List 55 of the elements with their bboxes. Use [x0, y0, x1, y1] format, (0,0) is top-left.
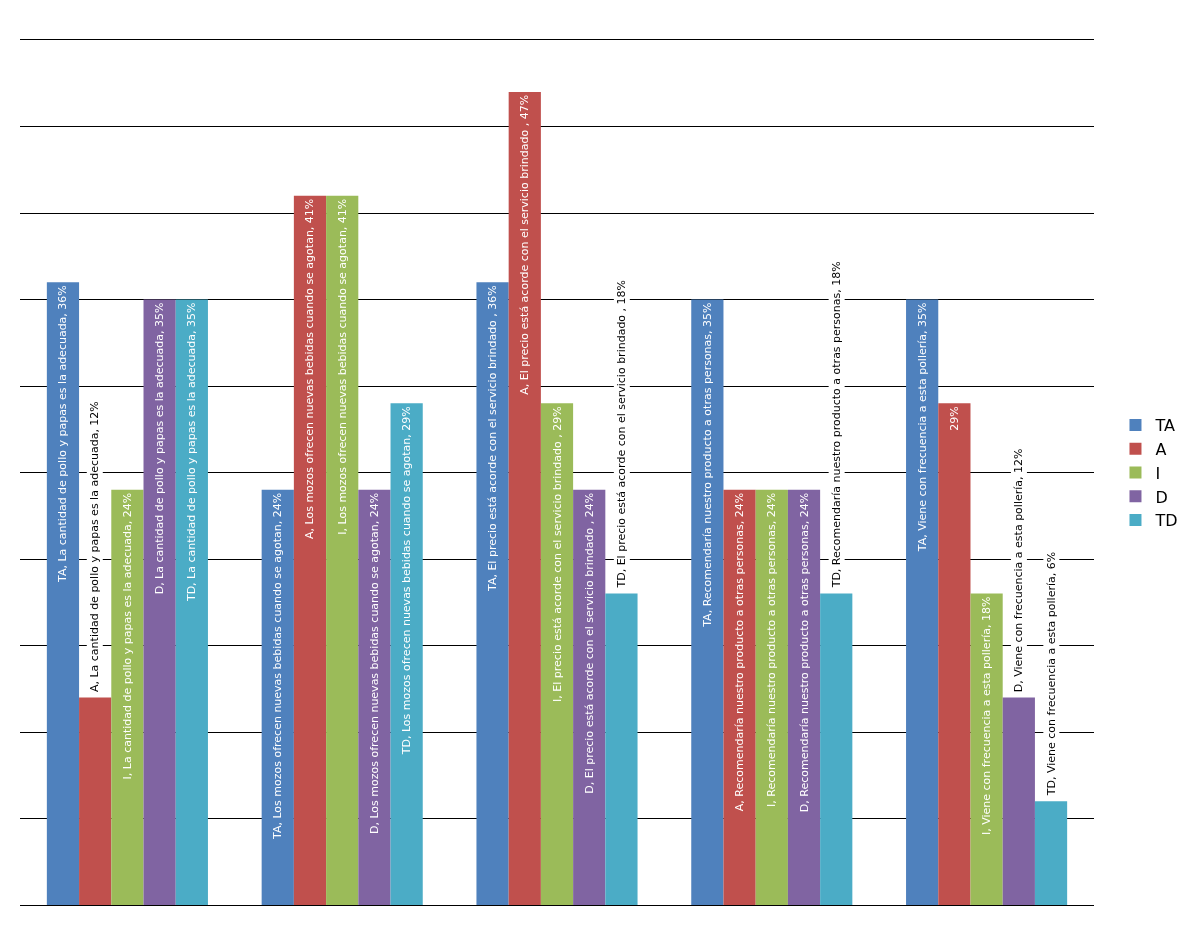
bar [573, 489, 606, 905]
legend-label: A [1155, 439, 1167, 459]
bar [390, 403, 423, 905]
data-label: TA, Los mozos ofrecen nuevas bebidas cuando se agotan, 24% [271, 492, 285, 840]
bar [938, 403, 971, 905]
bar [111, 489, 144, 905]
data-label: TD, Recomendaría nuestro producto a otras personas, 18% [830, 261, 844, 589]
bar [508, 91, 541, 905]
data-label: I, El precio está acorde con el servicio brindado , 29% [550, 406, 564, 702]
bar [293, 195, 327, 905]
bar [79, 697, 112, 905]
data-label: I, Viene con frecuencia a esta pollería, 18% [980, 596, 994, 836]
bar [787, 489, 821, 905]
data-label: TA, El precio está acorde con el servicio brindado , 36% [486, 285, 500, 592]
data-label: A, La cantidad de pollo y papas es la adecuada, 12% [88, 401, 102, 693]
legend-label: D [1155, 487, 1168, 507]
data-label: TD, Los mozos ofrecen nuevas bebidas cuando se agotan, 29% [400, 406, 414, 756]
data-label: D, Recomendaría nuestro producto a otras personas, 24% [797, 492, 811, 813]
data-label: I, La cantidad de pollo y papas es la adecuada, 24% [120, 492, 134, 780]
data-label: D, Los mozos ofrecen nuevas bebidas cuando se agotan, 24% [367, 492, 381, 835]
bar [820, 593, 853, 905]
bar [691, 299, 724, 905]
bar [605, 593, 638, 905]
data-label: 29% [947, 406, 961, 431]
bar [175, 299, 208, 905]
bar [1034, 801, 1068, 905]
legend-label: TA [1154, 416, 1176, 436]
bar [143, 299, 176, 905]
data-label: TD, La cantidad de pollo y papas es la adecuada, 35% [185, 302, 199, 603]
bar [1002, 697, 1035, 905]
bar [261, 489, 294, 905]
data-label: TA, La cantidad de pollo y papas es la adecuada, 36% [56, 285, 70, 583]
bar [326, 195, 359, 905]
data-label: TA, Viene con frecuencia a esta pollería, 35% [915, 302, 929, 553]
data-label: I, Recomendaría nuestro producto a otras personas, 24% [765, 492, 779, 807]
bar [476, 282, 509, 905]
legend-label: TD [1154, 511, 1178, 531]
bar [358, 489, 391, 905]
bar [46, 282, 80, 905]
data-label: A, El precio está acorde con el servicio brindado , 47% [518, 94, 532, 395]
bar [755, 489, 788, 905]
data-label: D, La cantidad de pollo y papas es la adecuada, 35% [153, 302, 167, 595]
legend-label: I [1155, 463, 1161, 483]
bar [723, 489, 756, 905]
data-label: A, Los mozos ofrecen nuevas bebidas cuando se agotan, 41% [303, 198, 317, 540]
data-label: TD, Viene con frecuencia a esta pollería, 6% [1044, 551, 1058, 797]
data-label: D, Viene con frecuencia a esta pollería, 12% [1012, 448, 1026, 693]
data-label: I, Los mozos ofrecen nuevas bebidas cuando se agotan, 41% [335, 198, 349, 535]
data-label: TA, Recomendaría nuestro producto a otras personas, 35% [700, 302, 714, 628]
bar [970, 593, 1003, 905]
bar [906, 299, 939, 905]
data-label: A, Recomendaría nuestro producto a otras personas, 24% [733, 492, 747, 812]
data-label: D, El precio está acorde con el servicio brindado , 24% [582, 492, 596, 794]
bar [540, 403, 574, 905]
data-label: TD, El precio está acorde con el servicio brindado , 18% [615, 279, 629, 589]
